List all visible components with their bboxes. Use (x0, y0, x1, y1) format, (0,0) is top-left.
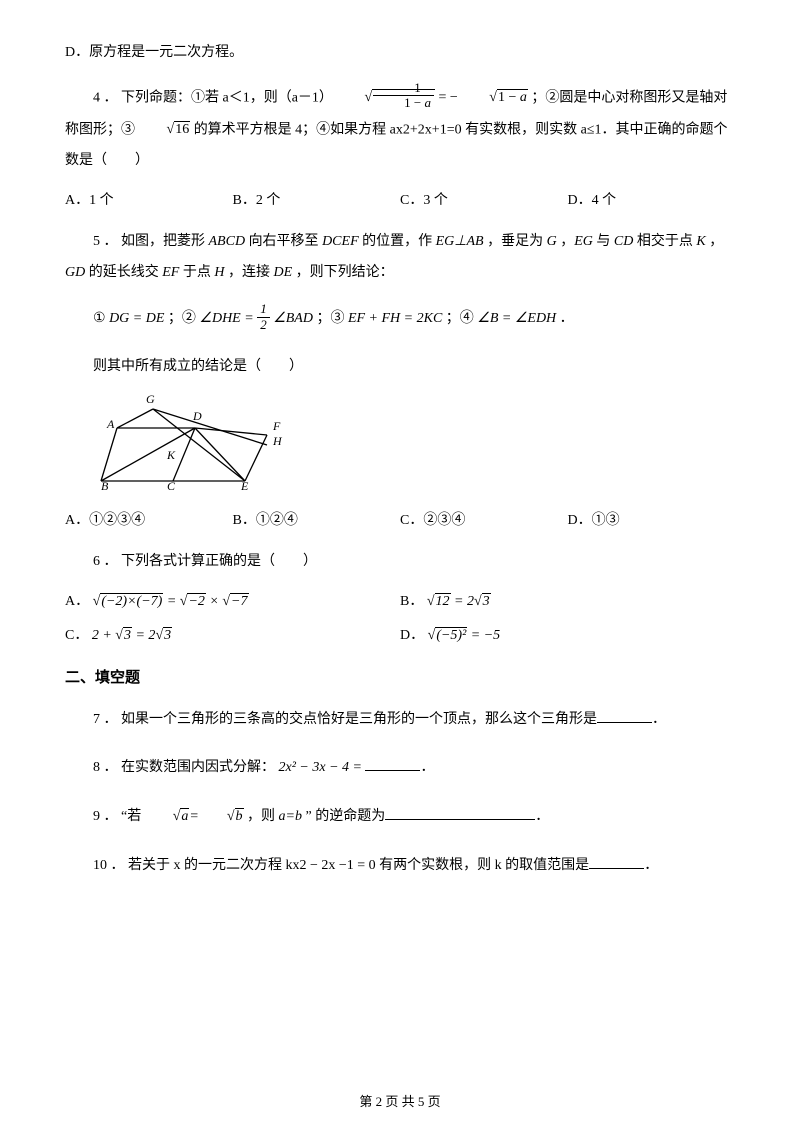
q5-c2-expr: ∠DHE = 12 ∠BAD (199, 311, 313, 326)
q5-a: 5 ． 如图，把菱形 (93, 234, 209, 249)
q5-g2: 相交于点 (637, 234, 697, 249)
q6-d-pre: D． (400, 628, 424, 643)
q5-c2a: ；② (168, 311, 196, 326)
svg-text:D: D (192, 409, 202, 423)
q7-blank (597, 708, 652, 723)
q5-c4a: ；④ (446, 311, 478, 326)
q5-h: ， (709, 234, 723, 249)
q9-a: 9 ． “若 (93, 809, 145, 824)
q5-c3b: EF + FH = 2KC (348, 311, 442, 326)
svg-text:K: K (166, 448, 176, 462)
q7: 7 ． 如果一个三角形的三条高的交点恰好是三角形的一个顶点，那么这个三角形是 ． (65, 705, 735, 736)
q5-c: 的位置，作 (362, 234, 436, 249)
q5-f: 与 (596, 234, 614, 249)
q6-c-expr: 2 + 3 = 23 (92, 628, 172, 643)
q5-c1a: ① (93, 311, 109, 326)
q6-opt-a: A． (−2)×(−7) = −2 × −7 (65, 590, 400, 610)
q5-k2: ，连接 (228, 265, 274, 280)
q9: 9 ． “若 a=b ，则 a=b ” 的逆命题为 ． (65, 802, 735, 833)
q5-opt-b: B．①②④ (233, 509, 401, 529)
q5-l: ，则下列结论： (296, 265, 394, 280)
section-2-title: 二、填空题 (65, 666, 735, 687)
q6-a-expr: (−2)×(−7) = −2 × −7 (93, 594, 249, 609)
q5-abcd: ABCD (209, 234, 246, 249)
q8-a: 8 ． 在实数范围内因式分解： (93, 760, 275, 775)
svg-text:E: E (240, 479, 249, 493)
q5-options: A．①②③④ B．①②④ C．②③④ D．①③ (65, 509, 735, 529)
q10-a: 10 ． 若关于 x 的一元二次方程 kx2 − 2x −1 = 0 有两个实数… (93, 858, 589, 873)
q5-e: ， (560, 234, 574, 249)
svg-text:A: A (106, 417, 115, 431)
q4-text-a: 4 ． 下列命题：①若 a＜1，则（a－1） (93, 91, 333, 106)
q5-opt-c: C．②③④ (400, 509, 568, 529)
q5-figure: A G D FH B C E K (95, 395, 285, 495)
svg-text:G: G (146, 395, 155, 406)
q5-d: ，垂足为 (487, 234, 547, 249)
q8: 8 ． 在实数范围内因式分解： 2x² − 3x − 4 = ． (65, 753, 735, 784)
q9-c: ” 的逆命题为 (306, 809, 386, 824)
q4-opt-b: B．2 个 (233, 189, 401, 209)
q9-ab: a=b (279, 809, 302, 824)
q5-j: 于点 (183, 265, 215, 280)
q3-opt-d: D．原方程是一元二次方程。 (65, 40, 735, 65)
q5-cd: CD (614, 234, 633, 249)
q9-blank (385, 805, 535, 820)
q4-expr1: 11 − a = − 1 − a (336, 90, 531, 105)
q5-g: G (547, 234, 557, 249)
q6-a-pre: A． (65, 594, 89, 609)
q5-dcef: DCEF (322, 234, 359, 249)
q5-mid: 则其中所有成立的结论是（ ） (65, 352, 735, 383)
q6-b-pre: B． (400, 594, 423, 609)
q5-conclusions: ① DG = DE ；② ∠DHE = 12 ∠BAD ；③ EF + FH =… (93, 304, 735, 334)
q8-expr: 2x² − 3x − 4 = (279, 760, 366, 775)
q6-opt-b: B． 12 = 23 (400, 590, 735, 610)
q5-gd: GD (65, 265, 85, 280)
svg-text:B: B (101, 479, 109, 493)
q4-expr2: 16 (139, 122, 191, 137)
q5-opt-a: A．①②③④ (65, 509, 233, 529)
svg-text:F: F (272, 419, 281, 433)
q6-stem: 6 ． 下列各式计算正确的是（ ） (65, 547, 735, 578)
q9-b: ，则 (247, 809, 279, 824)
q5-de: DE (273, 265, 292, 280)
q9-d: ． (535, 809, 549, 824)
q6-opt-d: D． (−5)² = −5 (400, 624, 735, 644)
q10: 10 ． 若关于 x 的一元二次方程 kx2 − 2x −1 = 0 有两个实数… (65, 851, 735, 882)
q5-c3a: ；③ (316, 311, 348, 326)
q5-hh: H (214, 265, 224, 280)
q8-blank (365, 756, 420, 771)
q4-opt-c: C．3 个 (400, 189, 568, 209)
q4-opt-d: D．4 个 (568, 189, 736, 209)
q5-ef: EF (162, 265, 179, 280)
q6-d-expr: (−5)² = −5 (428, 628, 501, 643)
q6-c-pre: C． (65, 628, 88, 643)
q7-b: ． (652, 712, 666, 727)
q6-row2: C． 2 + 3 = 23 D． (−5)² = −5 (65, 624, 735, 644)
q5-c4b: ∠B = ∠EDH (477, 311, 556, 326)
q5-b: 向右平移至 (249, 234, 323, 249)
q5-k: K (696, 234, 705, 249)
q5-opt-d: D．①③ (568, 509, 736, 529)
q6-opt-c: C． 2 + 3 = 23 (65, 624, 400, 644)
q8-b: ． (420, 760, 434, 775)
q10-b: ． (644, 858, 658, 873)
q4-opt-a: A．1 个 (65, 189, 233, 209)
q5-i: 的延长线交 (89, 265, 163, 280)
svg-text:H: H (272, 434, 283, 448)
q9-expr: a=b (145, 809, 244, 824)
q5-egab: EG⊥AB (436, 234, 484, 249)
q5-c1b: DG = DE (109, 311, 164, 326)
page-footer: 第 2 页 共 5 页 (0, 1091, 800, 1110)
svg-text:C: C (167, 479, 176, 493)
q5-c4c: ． (560, 311, 574, 326)
q6-b-expr: 12 = 23 (427, 594, 491, 609)
q5-eg: EG (574, 234, 593, 249)
q4-stem: 4 ． 下列命题：①若 a＜1，则（a－1） 11 − a = − 1 − a … (65, 83, 735, 177)
q10-blank (589, 854, 644, 869)
q4-options: A．1 个 B．2 个 C．3 个 D．4 个 (65, 189, 735, 209)
q7-a: 7 ． 如果一个三角形的三条高的交点恰好是三角形的一个顶点，那么这个三角形是 (93, 712, 597, 727)
q6-row1: A． (−2)×(−7) = −2 × −7 B． 12 = 23 (65, 590, 735, 610)
q5-stem: 5 ． 如图，把菱形 ABCD 向右平移至 DCEF 的位置，作 EG⊥AB ，… (65, 227, 735, 289)
